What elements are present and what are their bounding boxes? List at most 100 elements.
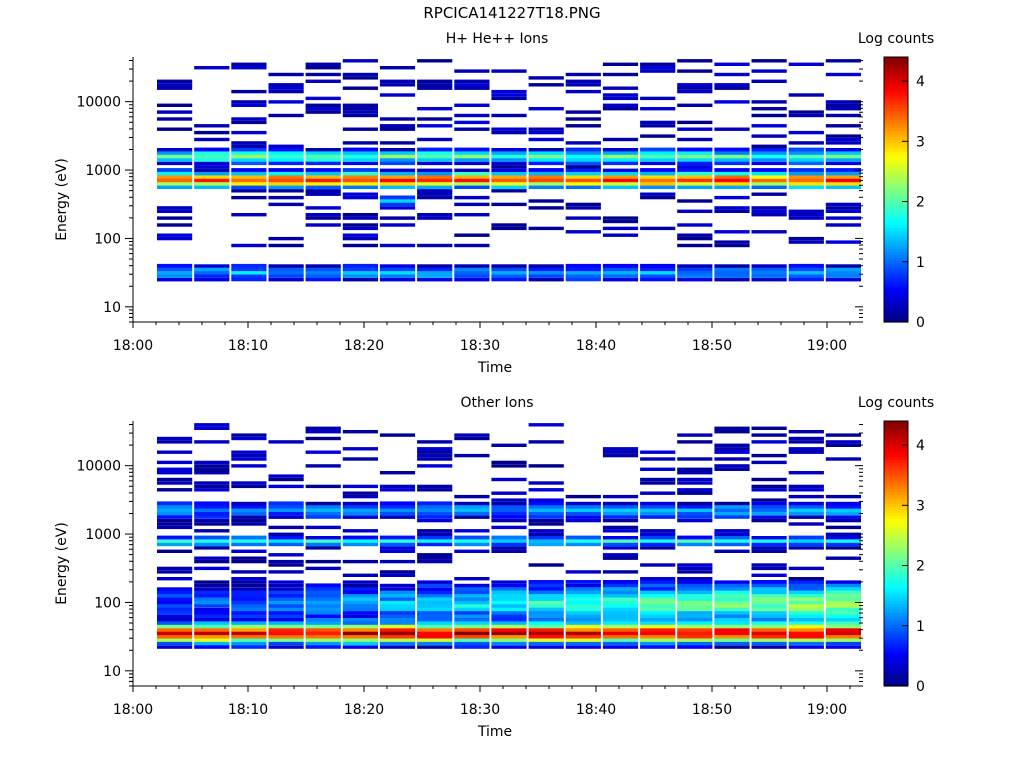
heatmap-cell bbox=[454, 529, 490, 533]
heatmap-cell bbox=[157, 522, 193, 526]
heatmap-cell bbox=[305, 277, 341, 282]
heatmap-cell bbox=[157, 631, 193, 636]
heatmap-cell bbox=[305, 508, 341, 512]
heatmap-cell bbox=[751, 624, 787, 629]
heatmap-cell bbox=[157, 450, 193, 454]
heatmap-cell bbox=[454, 494, 490, 499]
heatmap-cell bbox=[602, 634, 639, 639]
heatmap-cell bbox=[454, 278, 490, 282]
colorbar-segment bbox=[884, 283, 908, 288]
heatmap-cell bbox=[714, 508, 750, 512]
heatmap-cell bbox=[454, 433, 490, 437]
colorbar-segment bbox=[884, 130, 908, 135]
heatmap-cell bbox=[454, 243, 490, 248]
heatmap-cell bbox=[417, 529, 453, 533]
heatmap-cell bbox=[714, 549, 750, 553]
heatmap-cell bbox=[417, 600, 453, 605]
colorbar-segment bbox=[884, 251, 908, 255]
heatmap-cell bbox=[194, 583, 230, 588]
heatmap-cell bbox=[342, 457, 378, 461]
heatmap-cell bbox=[342, 185, 378, 189]
heatmap-cell bbox=[751, 113, 787, 118]
colorbar-segment bbox=[884, 471, 908, 475]
heatmap-cell bbox=[565, 277, 601, 282]
heatmap-cell bbox=[751, 638, 787, 642]
heatmap-cell bbox=[825, 610, 861, 615]
heatmap-cell bbox=[231, 518, 267, 523]
heatmap-cell bbox=[751, 498, 787, 502]
heatmap-cell bbox=[825, 100, 861, 104]
heatmap-cell bbox=[379, 590, 416, 595]
heatmap-cell bbox=[379, 488, 416, 492]
heatmap-cell bbox=[194, 471, 230, 475]
heatmap-cell bbox=[602, 553, 639, 557]
heatmap-cell bbox=[602, 542, 639, 547]
heatmap-cell bbox=[788, 216, 824, 220]
heatmap-cell bbox=[677, 223, 713, 227]
heatmap-cell bbox=[602, 168, 639, 172]
heatmap-cell bbox=[305, 430, 341, 434]
heatmap-cell bbox=[194, 559, 230, 564]
colorbar-segment bbox=[884, 307, 908, 311]
heatmap-cell bbox=[788, 600, 824, 605]
heatmap-cell bbox=[194, 168, 230, 172]
colorbar-segment bbox=[884, 154, 908, 158]
heatmap-cell bbox=[751, 267, 787, 272]
heatmap-cell bbox=[231, 277, 267, 282]
heatmap-cell bbox=[194, 147, 230, 152]
heatmap-cell bbox=[565, 617, 601, 622]
heatmap-cell bbox=[602, 267, 639, 272]
heatmap-cell bbox=[528, 264, 564, 268]
heatmap-cell bbox=[714, 515, 750, 519]
heatmap-cell bbox=[640, 600, 676, 605]
heatmap-cell bbox=[714, 127, 750, 131]
heatmap-cell bbox=[640, 263, 676, 268]
heatmap-cell bbox=[565, 638, 601, 642]
heatmap-cell bbox=[417, 59, 453, 63]
heatmap-cell bbox=[454, 539, 490, 543]
heatmap-cell bbox=[379, 223, 416, 227]
heatmap-cell bbox=[714, 83, 750, 87]
colorbar-segment bbox=[884, 612, 908, 616]
heatmap-cell bbox=[268, 641, 304, 646]
heatmap-cell bbox=[751, 124, 787, 128]
colorbar-segment bbox=[884, 236, 908, 241]
heatmap-cell bbox=[751, 154, 787, 159]
heatmap-cell bbox=[640, 539, 676, 543]
colorbar-segment bbox=[884, 89, 908, 93]
heatmap-cell bbox=[714, 542, 750, 547]
heatmap-cell bbox=[677, 147, 713, 152]
heatmap-cell bbox=[677, 270, 713, 275]
heatmap-cell bbox=[157, 436, 193, 441]
heatmap-cell bbox=[454, 274, 490, 278]
heatmap-cell bbox=[379, 171, 416, 176]
heatmap-cell bbox=[528, 171, 564, 176]
heatmap-cell bbox=[491, 277, 527, 282]
heatmap-cell bbox=[788, 175, 824, 179]
heatmap-cell bbox=[305, 107, 341, 111]
heatmap-cell bbox=[825, 518, 861, 523]
heatmap-cell bbox=[342, 603, 378, 608]
heatmap-cell bbox=[417, 171, 453, 176]
colorbar-segment bbox=[884, 124, 908, 129]
heatmap-cell bbox=[788, 638, 824, 642]
heatmap-cell bbox=[640, 477, 676, 482]
heatmap-cell bbox=[379, 535, 416, 540]
heatmap-cell bbox=[714, 631, 750, 636]
heatmap-cell bbox=[528, 614, 564, 618]
heatmap-cell bbox=[417, 518, 453, 523]
colorbar-segment bbox=[884, 621, 908, 625]
heatmap-cell bbox=[157, 267, 193, 272]
heatmap-cell bbox=[751, 580, 787, 584]
heatmap-cell bbox=[714, 147, 750, 152]
heatmap-cell bbox=[825, 607, 861, 612]
heatmap-cell bbox=[379, 161, 416, 166]
heatmap-cell bbox=[194, 645, 230, 649]
heatmap-cell bbox=[602, 181, 639, 186]
heatmap-cell bbox=[677, 59, 713, 63]
colorbar-segment bbox=[884, 213, 908, 217]
heatmap-cell bbox=[528, 607, 564, 612]
heatmap-cell bbox=[194, 587, 230, 591]
heatmap-cell bbox=[528, 127, 564, 131]
heatmap-cell bbox=[379, 624, 416, 629]
